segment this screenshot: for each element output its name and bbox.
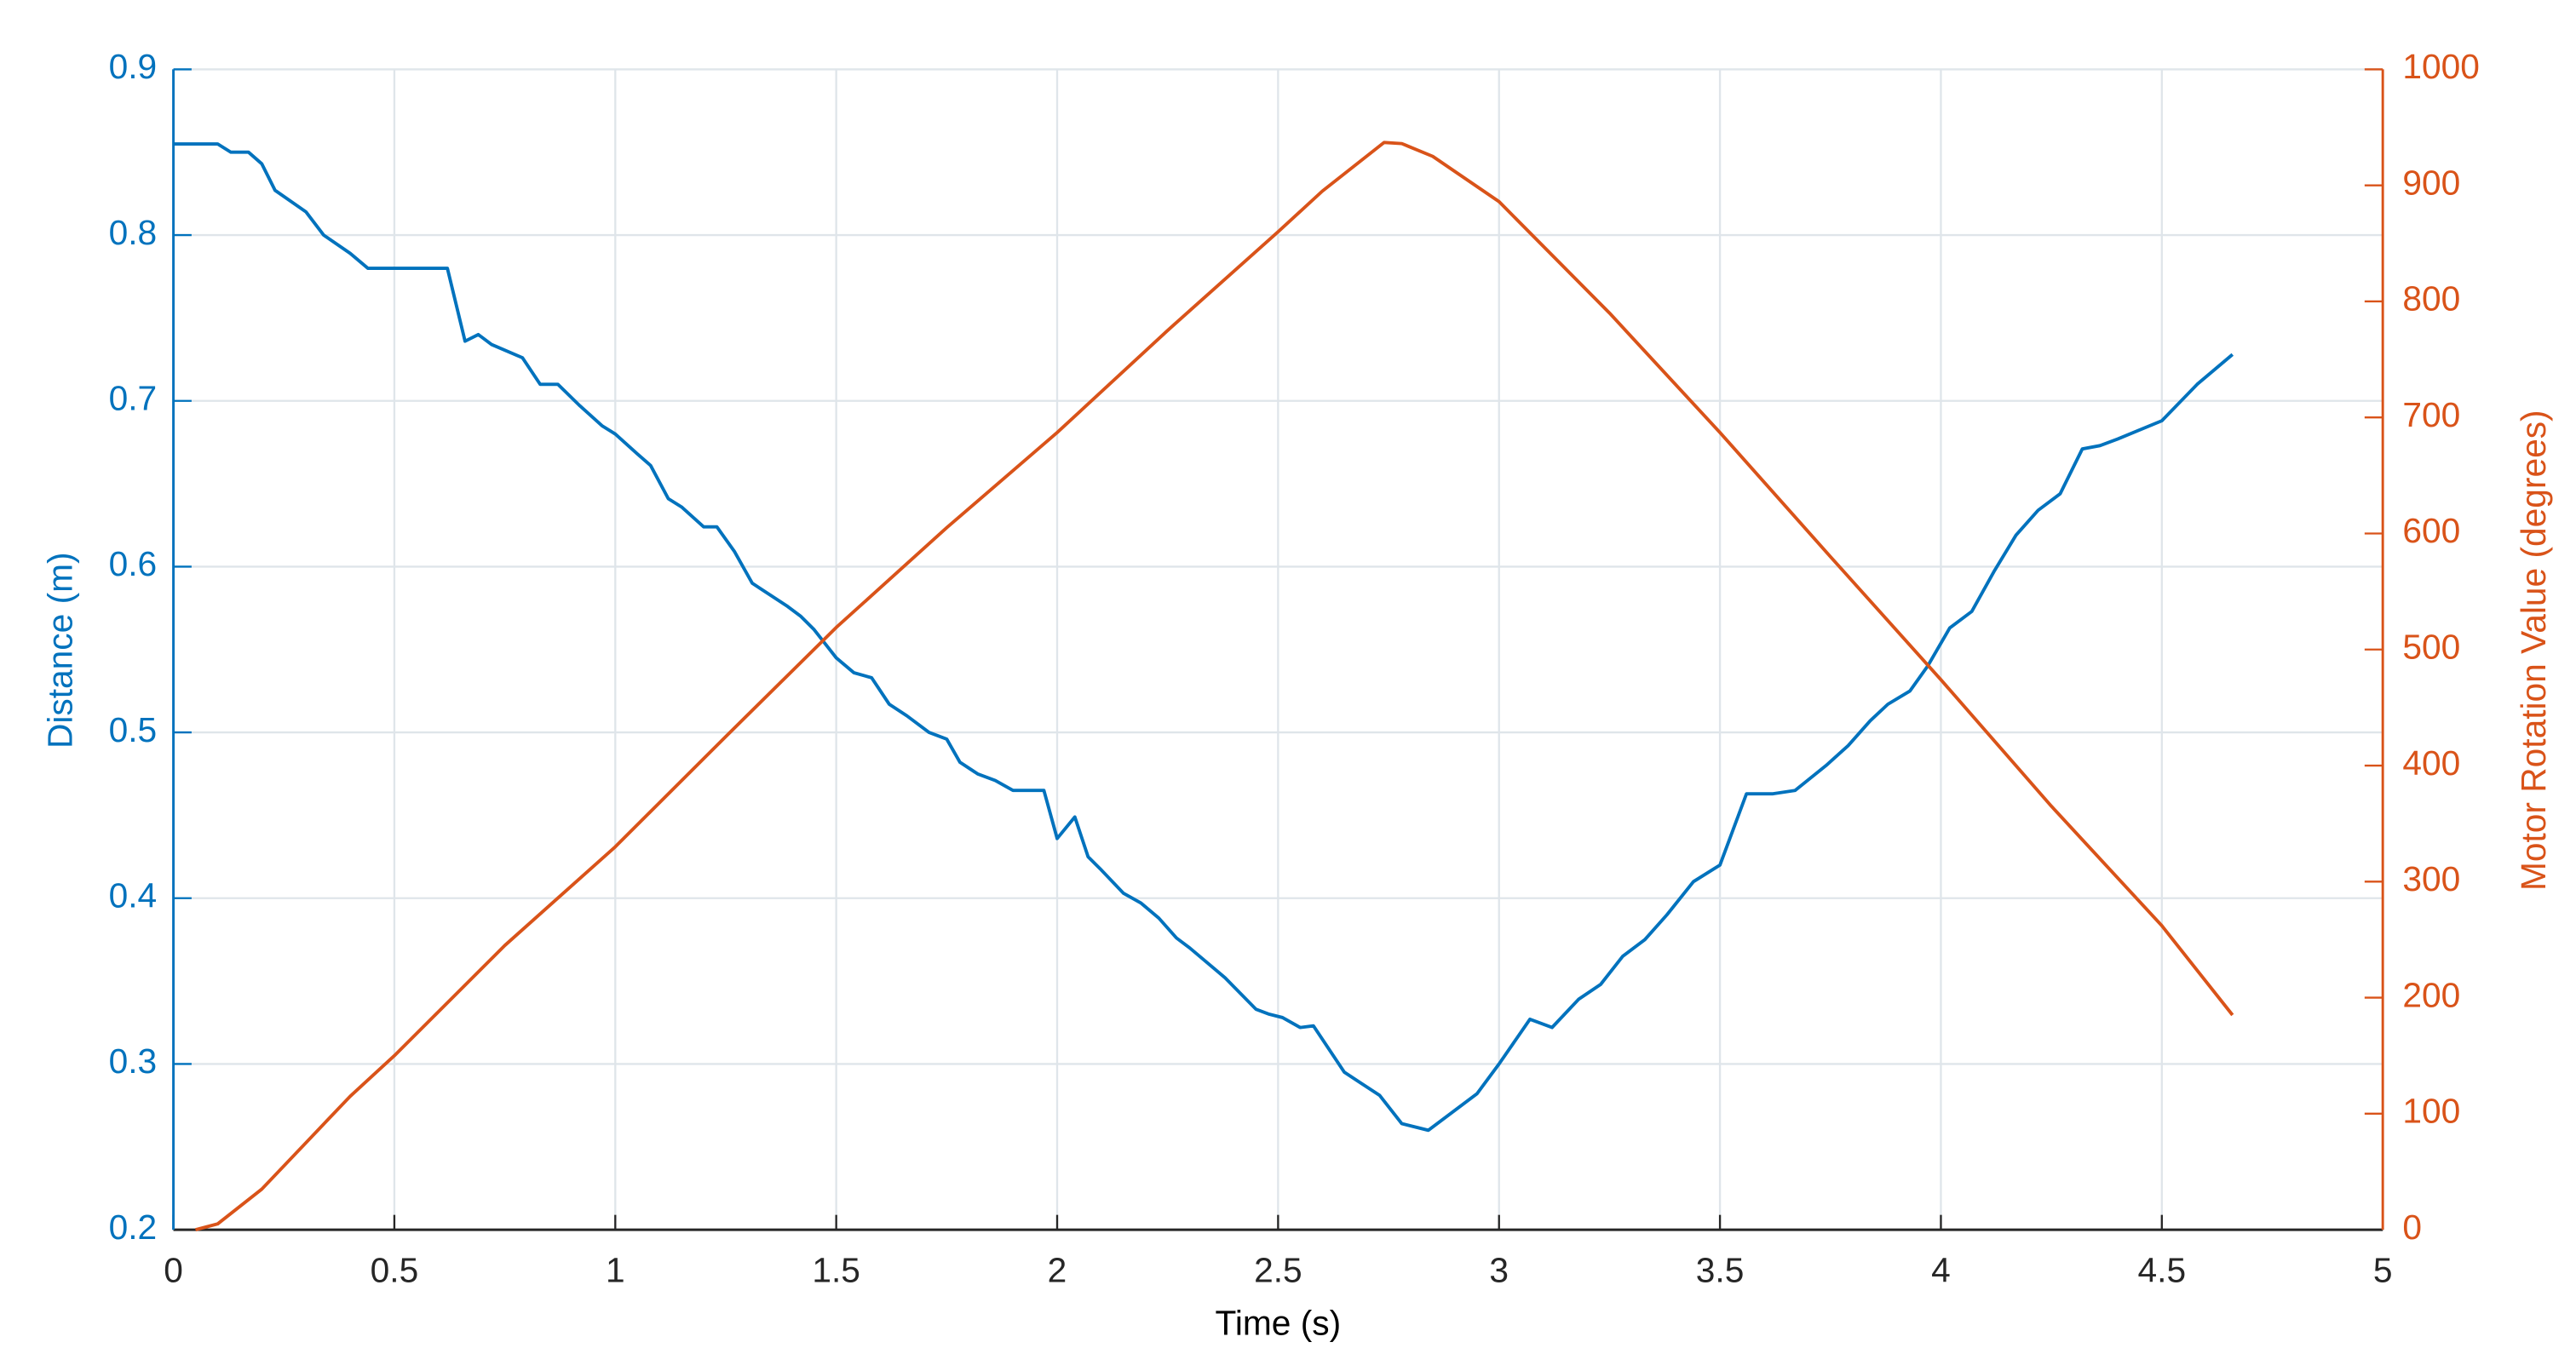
y2-tick-label: 700 xyxy=(2402,395,2460,434)
x-tick-label: 2 xyxy=(1048,1250,1067,1289)
y2-tick-label: 500 xyxy=(2402,628,2460,667)
y-tick-label: 0.7 xyxy=(109,379,158,418)
y2-tick-label: 200 xyxy=(2402,975,2460,1014)
data-line xyxy=(173,142,2234,1133)
y-tick-label: 0.2 xyxy=(109,1208,158,1247)
x-tick-label: 5 xyxy=(2373,1250,2393,1289)
y-tick-label: 0.4 xyxy=(109,876,158,915)
y2-tick-label: 600 xyxy=(2402,511,2460,550)
y-tick-label: 0.8 xyxy=(109,213,158,252)
y2-tick-label: 800 xyxy=(2402,279,2460,318)
x-tick-label: 0.5 xyxy=(371,1250,419,1289)
y-tick-label: 0.3 xyxy=(109,1041,158,1081)
y2-tick-label: 300 xyxy=(2402,859,2460,898)
y2-tick-label: 0 xyxy=(2402,1208,2422,1247)
x-tick-label: 3 xyxy=(1489,1250,1509,1289)
y2-tick-label: 1000 xyxy=(2402,47,2480,86)
data-line xyxy=(195,141,2234,1231)
y2-axis-label: Motor Rotation Value (degrees) xyxy=(2514,410,2553,891)
x-tick-label: 0 xyxy=(164,1250,183,1289)
y2-tick-label: 100 xyxy=(2402,1092,2460,1131)
x-tick-label: 1 xyxy=(606,1250,625,1289)
y-tick-label: 0.9 xyxy=(109,47,158,86)
y-axis-label: Distance (m) xyxy=(40,552,79,749)
x-tick-label: 4.5 xyxy=(2138,1250,2187,1289)
x-tick-label: 1.5 xyxy=(812,1250,860,1289)
y2-tick-label: 400 xyxy=(2402,743,2460,783)
y-tick-label: 0.6 xyxy=(109,544,158,583)
x-tick-label: 3.5 xyxy=(1696,1250,1745,1289)
y2-tick-label: 900 xyxy=(2402,163,2460,202)
x-tick-label: 2.5 xyxy=(1254,1250,1302,1289)
x-tick-label: 4 xyxy=(1931,1250,1951,1289)
y-tick-label: 0.5 xyxy=(109,710,158,749)
x-axis-label: Time (s) xyxy=(1216,1303,1342,1342)
